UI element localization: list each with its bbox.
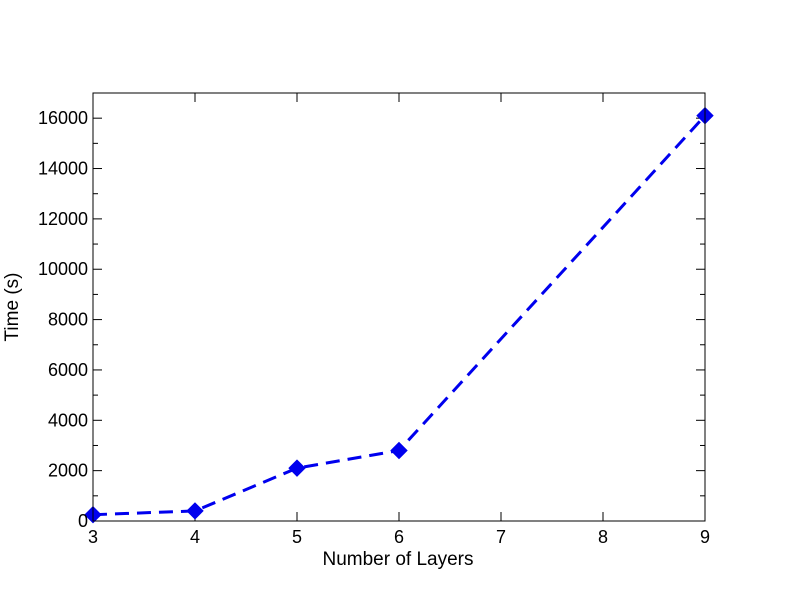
x-tick-label: 6 bbox=[394, 527, 404, 547]
y-axis-label: Time (s) bbox=[2, 273, 23, 342]
tick-labels: 3 4 5 6 7 8 9 0 2000 4000 6000 8000 10000 12000 14000 1… bbox=[38, 108, 710, 547]
x-tick-label: 9 bbox=[700, 527, 710, 547]
y-tick-label: 10000 bbox=[38, 259, 88, 279]
data-point bbox=[390, 441, 408, 460]
x-tick-label: 5 bbox=[292, 527, 302, 547]
y-tick-label: 2000 bbox=[48, 461, 88, 481]
plot-frame bbox=[92, 92, 706, 522]
y-tick-label: 14000 bbox=[38, 159, 88, 179]
x-tick-label: 4 bbox=[190, 527, 200, 547]
x-tick-label: 7 bbox=[496, 527, 506, 547]
x-tick-label: 8 bbox=[598, 527, 608, 547]
y-tick-label: 16000 bbox=[38, 108, 88, 128]
data-point bbox=[186, 502, 204, 520]
y-tick-label: 8000 bbox=[48, 310, 88, 330]
y-tick-label: 0 bbox=[78, 511, 88, 531]
y-tick-label: 4000 bbox=[48, 410, 88, 430]
series-line bbox=[92, 114, 707, 517]
x-tick-label: 3 bbox=[88, 527, 98, 547]
x-axis-label: Number of Layers bbox=[322, 549, 473, 570]
data-point bbox=[288, 459, 306, 477]
y-tick-label: 6000 bbox=[48, 360, 88, 380]
y-tick-label: 12000 bbox=[38, 209, 88, 229]
